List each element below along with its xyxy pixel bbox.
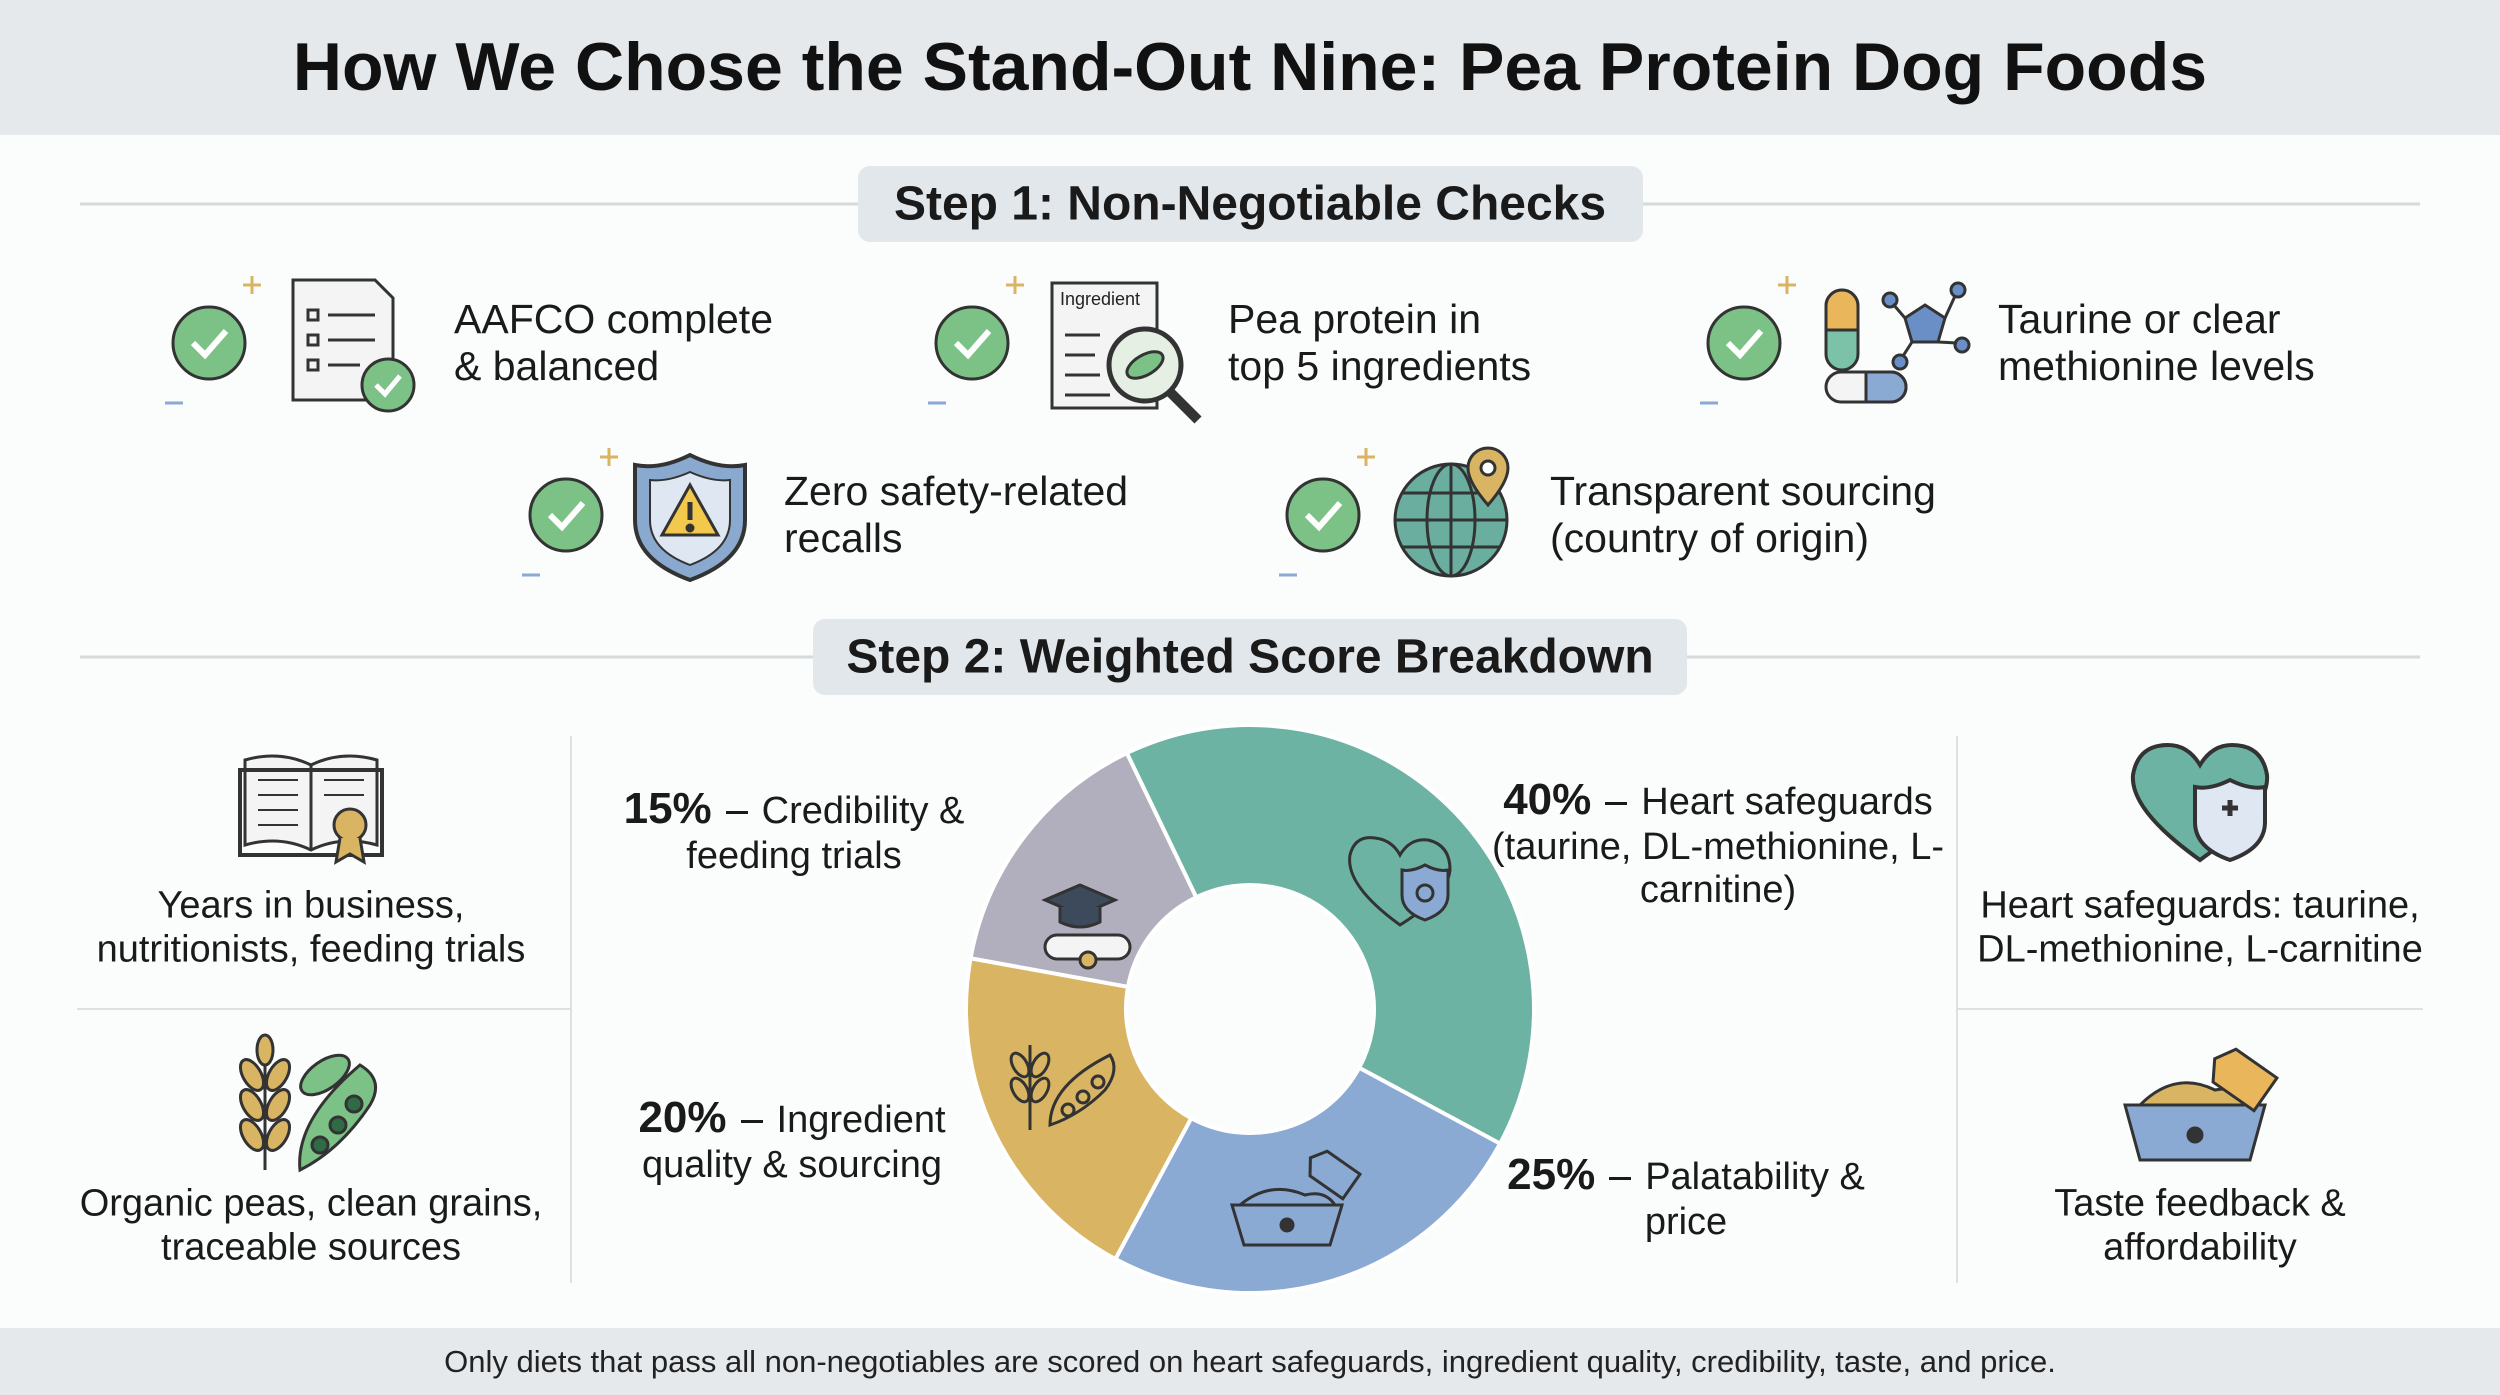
check-badge	[934, 305, 1010, 381]
plus-mark	[600, 448, 618, 466]
check-mark	[547, 501, 586, 532]
footer-band	[0, 1328, 2500, 1395]
slice-label: 25% Palatability & price	[1501, 1150, 1871, 1244]
step1-pill	[858, 166, 1643, 242]
slice-icon	[1009, 1045, 1116, 1130]
shield-icon	[633, 452, 747, 583]
footer-note: Only diets that pass all non-negotiables…	[444, 1344, 2056, 1380]
doc-icon	[291, 278, 416, 413]
slice-percent: 40%	[1503, 775, 1592, 824]
peas-icon	[238, 1033, 378, 1173]
slice-percent: 15%	[623, 784, 712, 833]
left-note: Years in business, nutritionists, feedin…	[96, 884, 526, 970]
right-note: Taste feedback & affordability	[2054, 1182, 2346, 1268]
plus-mark	[243, 276, 261, 294]
globe-icon	[1393, 446, 1510, 578]
slice-icon	[1348, 836, 1452, 927]
slice-label: 20% Ingredient quality & sourcing	[602, 1093, 982, 1187]
page-title: How We Chose the Stand-Out Nine: Pea Pro…	[292, 28, 2208, 105]
slice-label: 40% Heart safeguards (taurine, DL-methion…	[1483, 775, 1953, 913]
heart-shield-icon	[2130, 742, 2270, 863]
plus-mark	[1778, 276, 1796, 294]
donut-slice	[1124, 723, 1537, 1147]
separator	[1605, 802, 1628, 806]
icon-tag: Ingredient	[1060, 289, 1140, 309]
check-mark	[953, 329, 992, 360]
donut-slice	[964, 955, 1194, 1262]
check-text: Transparent sourcing (country of origin)	[1550, 467, 1936, 561]
slice-category: Ingredient quality & sourcing	[642, 1099, 946, 1186]
separator	[740, 1120, 763, 1124]
separator	[1609, 1177, 1632, 1181]
check-badge	[1706, 305, 1782, 381]
slice-label: 15% Credibility & feeding trials	[599, 784, 989, 878]
check-text: Zero safety-related recalls	[784, 467, 1129, 561]
check-mark	[190, 329, 229, 360]
bowl-icon	[2123, 1047, 2280, 1162]
plus-mark	[1357, 448, 1375, 466]
slice-percent: 25%	[1507, 1150, 1596, 1199]
right-note: Heart safeguards: taurine, DL-methionine…	[1977, 884, 2423, 970]
header-band	[0, 0, 2500, 135]
book-icon	[238, 754, 384, 865]
check-mark	[1725, 329, 1764, 360]
slice-icon	[1229, 1149, 1363, 1247]
supplement-icon	[1824, 281, 1971, 404]
slice-category: Heart safeguards (taurine, DL-methionine…	[1492, 781, 1944, 912]
step1-heading: Step 1: Non-Negotiable Checks	[893, 177, 1607, 231]
slice-category: Palatability & price	[1644, 1156, 1865, 1243]
check-mark	[1304, 501, 1343, 532]
slice-icon	[1041, 883, 1132, 970]
check-badge	[528, 477, 604, 553]
slice-category: Credibility & feeding trials	[686, 790, 965, 877]
slice-percent: 20%	[638, 1093, 727, 1142]
step2-pill	[813, 619, 1687, 695]
step2-heading: Step 2: Weighted Score Breakdown	[846, 630, 1654, 684]
donut-slice	[1112, 1065, 1503, 1296]
left-note: Organic peas, clean grains, traceable so…	[79, 1182, 543, 1268]
plus-mark	[1006, 276, 1024, 294]
donut-slice	[968, 750, 1199, 990]
check-text: Taurine or clear methionine levels	[1998, 295, 2315, 389]
check-badge	[1285, 477, 1361, 553]
ingredient-icon	[1050, 281, 1202, 424]
check-text: Pea protein in top 5 ingredients	[1228, 295, 1532, 389]
check-badge	[171, 305, 247, 381]
separator	[725, 811, 748, 815]
donut	[964, 723, 1537, 1296]
check-text: AAFCO complete & balanced	[454, 295, 773, 389]
